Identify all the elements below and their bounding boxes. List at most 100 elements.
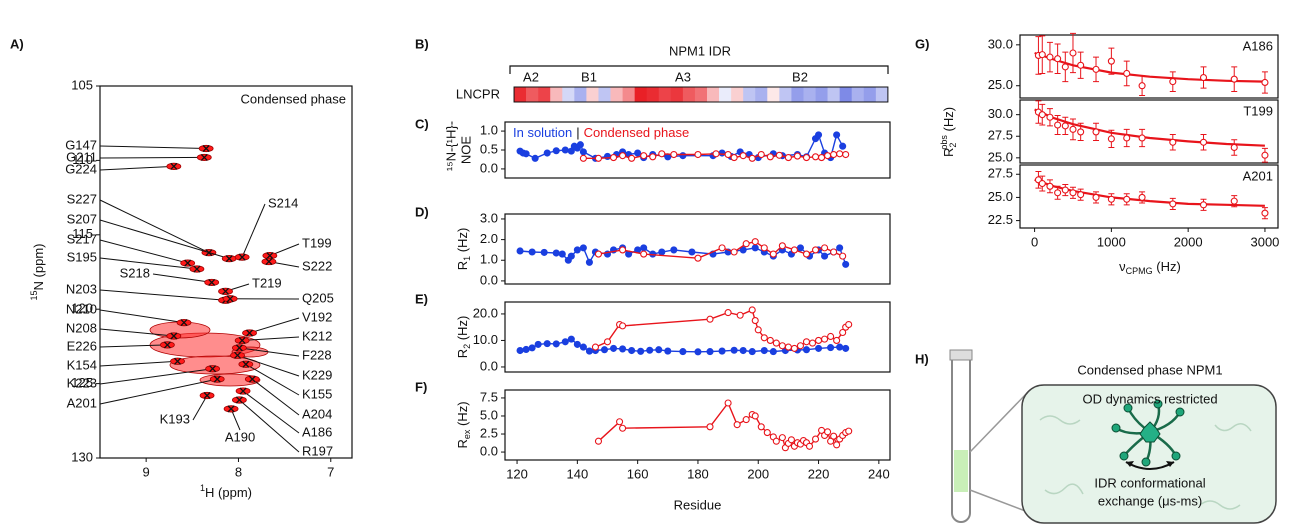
peak-label: S218 bbox=[120, 265, 150, 280]
data-point bbox=[1046, 182, 1054, 190]
data-point bbox=[579, 148, 587, 156]
x-axis-label-part: 1 bbox=[200, 483, 205, 493]
x-axis-label-part: CPMG bbox=[1126, 266, 1153, 276]
y-tick-label: 1.0 bbox=[480, 123, 498, 138]
data-point bbox=[733, 421, 741, 429]
y-tick-label: 25.0 bbox=[988, 189, 1013, 204]
region-label: A3 bbox=[675, 69, 691, 84]
data-point bbox=[1199, 201, 1208, 209]
panel-title: T199 bbox=[1243, 103, 1273, 118]
x-tick-label: 200 bbox=[747, 466, 769, 481]
data-point bbox=[1046, 113, 1054, 121]
peak-cross bbox=[234, 351, 241, 359]
data-point bbox=[1107, 195, 1115, 203]
peak-label: S222 bbox=[302, 258, 332, 273]
heat-cell bbox=[839, 87, 853, 102]
heat-cell bbox=[815, 87, 828, 102]
data-point bbox=[640, 250, 648, 258]
heat-cell bbox=[586, 87, 599, 102]
plot-frame bbox=[99, 85, 353, 459]
leader-line bbox=[99, 309, 185, 324]
data-point bbox=[516, 346, 524, 355]
data-point bbox=[1046, 53, 1054, 61]
y-axis-label: NOE bbox=[458, 136, 473, 165]
data-point bbox=[742, 240, 750, 248]
peak-label: F228 bbox=[302, 347, 332, 362]
data-point bbox=[619, 345, 627, 353]
data-point bbox=[830, 248, 838, 256]
leader-line bbox=[99, 328, 174, 337]
zoom-line bbox=[969, 489, 1029, 513]
leader-line bbox=[99, 239, 188, 264]
x-tick-label: 9 bbox=[143, 464, 150, 479]
series-line bbox=[598, 401, 850, 450]
y-axis-label: LNCPR bbox=[456, 86, 500, 101]
data-point bbox=[558, 250, 566, 258]
data-point bbox=[724, 399, 732, 407]
data-point bbox=[842, 344, 850, 352]
peak-cross bbox=[170, 162, 178, 170]
data-point bbox=[664, 347, 672, 355]
peak-label: N208 bbox=[66, 320, 97, 335]
y-axis-label-part: (Hz) bbox=[455, 401, 470, 429]
data-point bbox=[836, 150, 844, 158]
data-point bbox=[658, 248, 666, 256]
data-point bbox=[579, 244, 587, 252]
plot-frame bbox=[504, 301, 891, 373]
diagram-title: Condensed phase NPM1 bbox=[1077, 362, 1222, 377]
data-point bbox=[609, 154, 618, 162]
peak-label: K154 bbox=[67, 357, 97, 372]
data-point bbox=[751, 238, 759, 246]
peak-cross bbox=[209, 365, 217, 373]
data-point bbox=[1092, 193, 1100, 201]
heat-cell bbox=[827, 87, 840, 102]
data-point bbox=[679, 348, 687, 356]
data-point bbox=[842, 260, 850, 268]
peak-cross bbox=[226, 295, 234, 303]
data-point bbox=[561, 146, 569, 154]
data-point bbox=[718, 244, 726, 252]
region-label: B1 bbox=[581, 69, 597, 84]
y-axis-label: 15N (ppm) bbox=[29, 244, 46, 301]
data-point bbox=[585, 258, 593, 266]
peak-label: S214 bbox=[268, 195, 298, 210]
data-point bbox=[821, 252, 829, 260]
peak-label: S207 bbox=[67, 211, 97, 226]
data-point bbox=[833, 131, 841, 139]
data-point bbox=[679, 152, 687, 160]
data-point bbox=[830, 432, 838, 440]
y-tick-label: 125 bbox=[71, 375, 93, 390]
data-point bbox=[1061, 186, 1069, 194]
peak-cross bbox=[238, 336, 246, 344]
data-point bbox=[1061, 122, 1069, 130]
data-point bbox=[1092, 65, 1100, 73]
leader-line bbox=[242, 336, 300, 341]
peak-cross bbox=[180, 319, 188, 327]
data-point bbox=[573, 246, 581, 254]
heat-cell bbox=[803, 87, 816, 102]
x-axis-label-part: ν bbox=[1119, 259, 1126, 274]
data-point bbox=[646, 346, 654, 354]
data-point bbox=[1107, 57, 1115, 65]
plot-frame bbox=[1019, 164, 1279, 229]
legend-entry: In solution bbox=[513, 125, 572, 140]
peak-label: R197 bbox=[302, 443, 333, 458]
data-point bbox=[1061, 63, 1069, 71]
chart-title: NPM1 IDR bbox=[669, 43, 731, 58]
data-point bbox=[1054, 55, 1062, 63]
diagram-note: IDR conformational bbox=[1094, 475, 1205, 490]
data-point bbox=[824, 152, 832, 160]
data-point bbox=[827, 344, 835, 352]
data-point bbox=[1169, 138, 1177, 146]
heat-cell bbox=[731, 87, 744, 102]
peak-label: A201 bbox=[67, 395, 97, 410]
heat-cell bbox=[562, 87, 575, 102]
heat-cell bbox=[526, 87, 539, 102]
data-point bbox=[751, 244, 759, 252]
y-tick-label: 0.0 bbox=[480, 443, 498, 458]
data-point bbox=[594, 250, 603, 258]
y-tick-label: 25.0 bbox=[988, 149, 1013, 164]
y-tick-label: 25.0 bbox=[988, 77, 1013, 92]
heat-cell bbox=[851, 87, 865, 102]
